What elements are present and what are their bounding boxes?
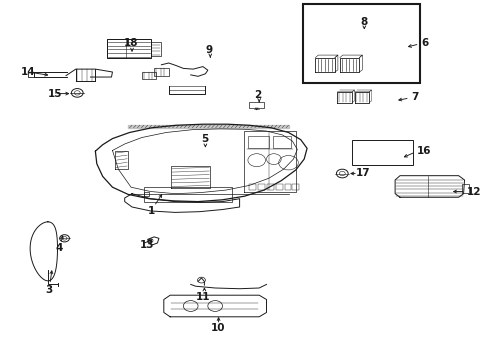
Text: 8: 8 (360, 17, 367, 27)
Bar (292, 184, 299, 190)
Text: 12: 12 (466, 186, 481, 197)
Bar (150, 42, 161, 56)
Bar (106, 39, 126, 58)
Text: 10: 10 (210, 323, 224, 333)
Text: 6: 6 (421, 38, 428, 48)
Text: 11: 11 (195, 292, 210, 302)
Bar (272, 136, 291, 148)
Bar (249, 102, 264, 108)
Bar (351, 140, 412, 165)
Bar (248, 136, 268, 148)
Text: 14: 14 (20, 67, 35, 77)
Text: 13: 13 (139, 240, 154, 250)
Text: 16: 16 (416, 146, 430, 156)
Bar (284, 184, 291, 190)
Bar (258, 184, 264, 190)
Text: 18: 18 (123, 38, 138, 48)
Text: 5: 5 (201, 134, 207, 144)
Text: 7: 7 (410, 92, 417, 102)
Bar (249, 184, 256, 190)
Bar (144, 187, 232, 202)
Bar (142, 72, 156, 79)
Text: 3: 3 (45, 285, 52, 295)
Text: 1: 1 (148, 206, 155, 216)
Bar (303, 4, 419, 83)
Text: 2: 2 (254, 90, 261, 100)
Text: 17: 17 (355, 168, 370, 178)
Bar (154, 68, 168, 76)
Bar (266, 184, 273, 190)
Text: 15: 15 (48, 89, 62, 99)
Text: 4: 4 (56, 243, 63, 253)
Text: 9: 9 (205, 45, 212, 55)
Bar (106, 39, 150, 58)
Bar (275, 184, 282, 190)
Bar (461, 184, 468, 193)
